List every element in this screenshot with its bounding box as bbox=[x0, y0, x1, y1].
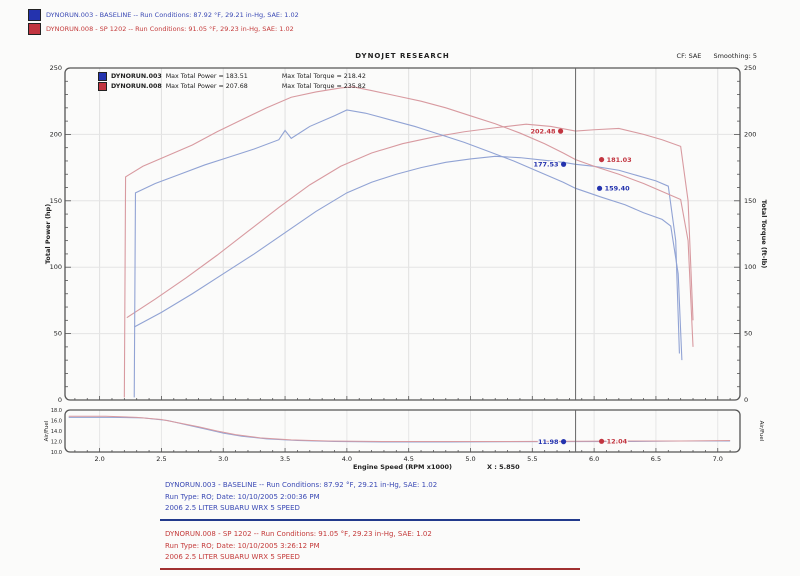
x-axis-tick-label: 4.0 bbox=[342, 455, 352, 463]
series-power-008-sp1202 bbox=[126, 123, 694, 321]
series-torque-008-sp1202 bbox=[123, 86, 694, 398]
cf-label: CF: SAE bbox=[676, 52, 702, 60]
plot-legend-row-008: DYNORUN.008 Max Total Power = 207.68 Max… bbox=[98, 82, 366, 91]
footer-run-008-block: DYNORUN.008 - SP 1202 -- Run Conditions:… bbox=[165, 529, 432, 564]
header-run-row: DYNORUN.008 - SP 1202 -- Run Conditions:… bbox=[28, 23, 294, 35]
afr-axis-tick-label: 16.0 bbox=[51, 418, 62, 424]
cursor-marker-label: 181.03 bbox=[607, 156, 632, 164]
afr-axis-right-title: Air/Fuel bbox=[758, 420, 764, 442]
footer-separator-blue bbox=[160, 519, 580, 521]
footer-line: DYNORUN.003 - BASELINE -- Run Conditions… bbox=[165, 481, 438, 489]
cursor-marker-label: 159.40 bbox=[605, 185, 631, 193]
y-axis-right-title: Total Torque (ft-lb) bbox=[760, 199, 768, 269]
afr-axis-tick-label: 10.0 bbox=[51, 450, 62, 456]
run-008-header-text: DYNORUN.008 - SP 1202 -- Run Conditions:… bbox=[46, 25, 294, 33]
x-axis-tick-label: 4.5 bbox=[404, 455, 414, 463]
x-axis-title: Engine Speed (RPM x1000) bbox=[352, 463, 453, 471]
afr-axis-left-title: Air/Fuel bbox=[44, 420, 50, 442]
x-axis-tick-label: 6.5 bbox=[651, 455, 661, 463]
y-axis-left-tick-label: 0 bbox=[58, 396, 62, 404]
legend-max-power: Max Total Power = 207.68 bbox=[165, 83, 248, 90]
smoothing-label: Smoothing: 5 bbox=[713, 52, 757, 60]
x-axis-tick-label: 5.5 bbox=[527, 455, 537, 463]
y-axis-right-tick-label: 0 bbox=[744, 396, 748, 404]
footer-run-003-block: DYNORUN.003 - BASELINE -- Run Conditions… bbox=[165, 480, 437, 515]
afr-axis-tick-label: 14.0 bbox=[51, 429, 62, 435]
y-axis-right-tick-label: 200 bbox=[744, 130, 756, 138]
series-torque-003-baseline bbox=[133, 109, 683, 398]
footer-line: 2006 2.5 LITER SUBARU WRX 5 SPEED bbox=[165, 504, 300, 512]
cursor-marker-label: 202.48 bbox=[530, 127, 556, 135]
y-axis-right-tick-label: 100 bbox=[744, 263, 756, 271]
legend-swatch-008 bbox=[98, 82, 107, 91]
y-axis-left-tick-label: 250 bbox=[50, 64, 62, 72]
afr-axis-tick-label: 18.0 bbox=[51, 408, 62, 414]
footer-line: DYNORUN.008 - SP 1202 -- Run Conditions:… bbox=[165, 530, 432, 538]
main-plot-border bbox=[64, 67, 741, 401]
x-axis-tick-label: 2.5 bbox=[156, 455, 166, 463]
legend-swatch-003 bbox=[98, 72, 107, 81]
plot-legend-row-003: DYNORUN.003 Max Total Power = 183.51 Max… bbox=[98, 72, 366, 81]
run-003-color-swatch bbox=[28, 9, 41, 21]
footer-line: 2006 2.5 LITER SUBARU WRX 5 SPEED bbox=[165, 553, 300, 561]
cursor-x-value: X : 5.850 bbox=[487, 463, 520, 471]
legend-run-id: DYNORUN.003 bbox=[111, 73, 162, 80]
legend-run-id: DYNORUN.008 bbox=[111, 83, 162, 90]
y-axis-right-tick-label: 250 bbox=[744, 64, 756, 72]
cursor-marker-dot bbox=[596, 185, 603, 191]
y-axis-left-tick-label: 50 bbox=[54, 330, 62, 338]
cursor-marker-dot bbox=[560, 439, 567, 445]
afr-axis-tick-label: 12.0 bbox=[51, 439, 62, 445]
series-power-003-baseline bbox=[133, 155, 680, 354]
x-axis-tick-label: 5.0 bbox=[465, 455, 475, 463]
cursor-marker-label: 12.04 bbox=[607, 438, 628, 446]
y-axis-right-tick-label: 50 bbox=[744, 330, 752, 338]
footer-line: Run Type: RO; Date: 10/10/2005 2:00:36 P… bbox=[165, 492, 320, 501]
series-afr-008-sp1202 bbox=[68, 415, 731, 442]
cursor-marker-dot bbox=[557, 128, 564, 134]
x-axis-tick-label: 3.0 bbox=[218, 455, 228, 463]
x-axis-tick-label: 3.5 bbox=[280, 455, 290, 463]
y-axis-left-tick-label: 200 bbox=[50, 130, 62, 138]
cursor-marker-label: 11.98 bbox=[538, 438, 559, 446]
legend-max-torque: Max Total Torque = 235.82 bbox=[281, 83, 366, 90]
cursor-marker-label: 177.53 bbox=[533, 161, 558, 169]
x-axis-tick-label: 6.0 bbox=[589, 455, 599, 463]
header-run-row: DYNORUN.003 - BASELINE -- Run Conditions… bbox=[28, 9, 299, 21]
chart-title: DYNOJET RESEARCH bbox=[355, 52, 450, 60]
x-axis-tick-label: 2.0 bbox=[94, 455, 104, 463]
cursor-marker-dot bbox=[598, 156, 605, 163]
y-axis-right-tick-label: 150 bbox=[744, 197, 756, 205]
legend-max-torque: Max Total Torque = 218.42 bbox=[281, 73, 366, 80]
y-axis-left-tick-label: 100 bbox=[50, 263, 62, 271]
y-axis-left-title: Total Power (hp) bbox=[44, 203, 52, 265]
correction-factor-text: CF: SAE Smoothing: 5 bbox=[545, 52, 757, 60]
y-axis-left-tick-label: 150 bbox=[50, 197, 62, 205]
cursor-marker-dot bbox=[560, 161, 567, 167]
run-008-color-swatch bbox=[28, 23, 41, 35]
cursor-marker-dot bbox=[598, 438, 605, 444]
footer-separator-red bbox=[160, 568, 580, 570]
footer-line: Run Type: RO; Date: 10/10/2005 3:26:12 P… bbox=[165, 541, 320, 550]
legend-max-power: Max Total Power = 183.51 bbox=[165, 73, 248, 80]
x-axis-tick-label: 7.0 bbox=[713, 455, 723, 463]
run-003-header-text: DYNORUN.003 - BASELINE -- Run Conditions… bbox=[46, 11, 299, 19]
afr-plot-border bbox=[64, 409, 741, 453]
